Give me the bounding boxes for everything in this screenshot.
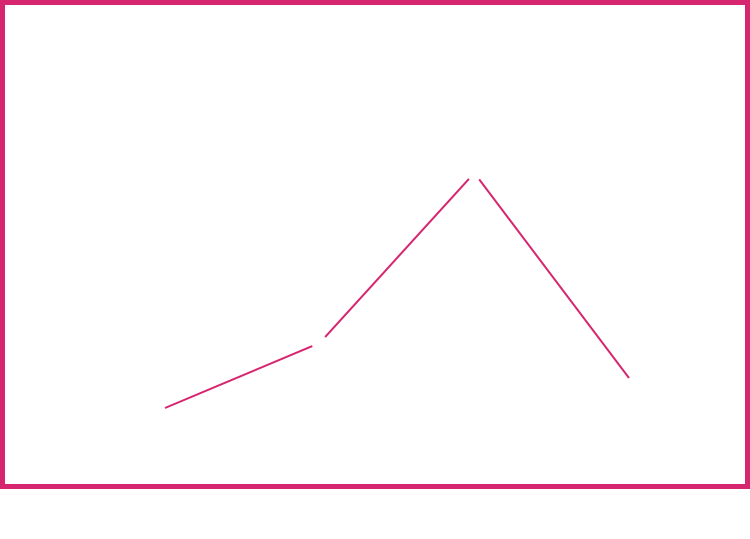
line-segment-0 xyxy=(164,345,313,409)
plot-frame xyxy=(0,0,750,489)
series-layer xyxy=(164,178,630,409)
line-segment-1 xyxy=(324,178,470,338)
line-segment-2 xyxy=(478,178,630,379)
series-line-0 xyxy=(164,178,630,409)
